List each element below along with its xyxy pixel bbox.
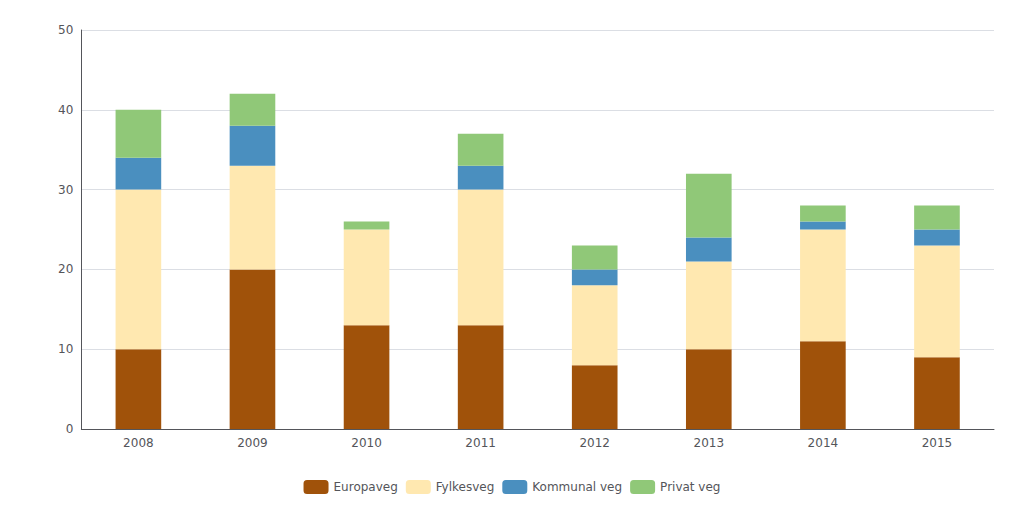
svg-text:20: 20: [58, 262, 73, 276]
svg-text:40: 40: [58, 103, 73, 117]
svg-text:Privat veg: Privat veg: [660, 480, 720, 494]
svg-text:2008: 2008: [123, 436, 154, 450]
svg-text:2009: 2009: [237, 436, 268, 450]
svg-text:Fylkesveg: Fylkesveg: [436, 480, 495, 494]
svg-text:2015: 2015: [922, 436, 953, 450]
svg-text:2012: 2012: [579, 436, 610, 450]
svg-text:10: 10: [58, 342, 73, 356]
svg-text:2011: 2011: [465, 436, 496, 450]
svg-text:Europaveg: Europaveg: [334, 480, 398, 494]
svg-text:2013: 2013: [694, 436, 725, 450]
svg-text:2010: 2010: [351, 436, 382, 450]
svg-text:0: 0: [66, 422, 74, 436]
svg-text:30: 30: [58, 183, 73, 197]
svg-text:Kommunal veg: Kommunal veg: [532, 480, 622, 494]
svg-text:50: 50: [58, 23, 73, 37]
svg-text:2014: 2014: [808, 436, 839, 450]
